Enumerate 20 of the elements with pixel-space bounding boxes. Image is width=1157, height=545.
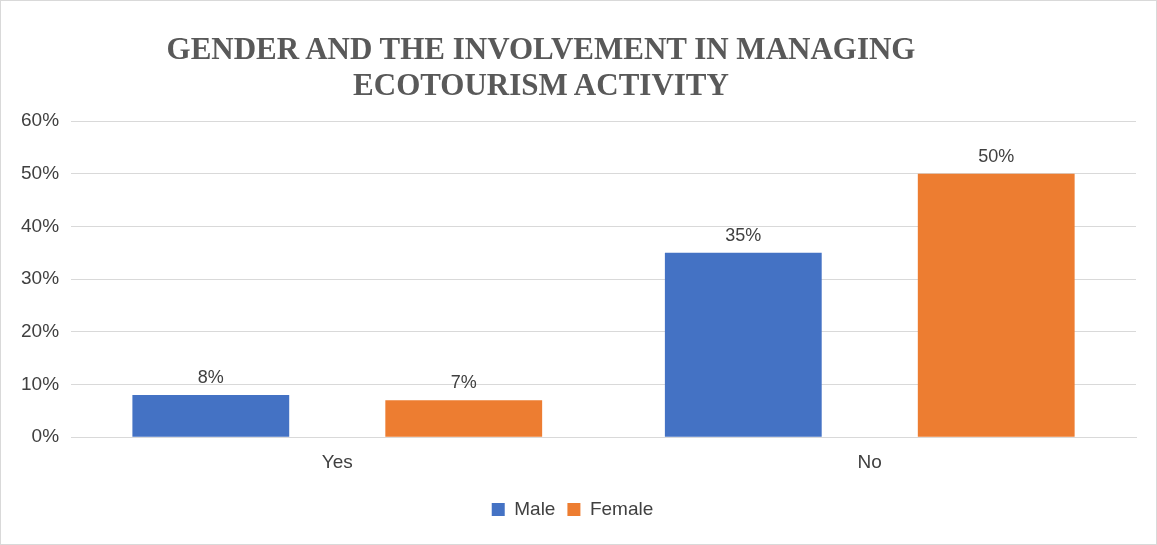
bar: [917, 173, 1075, 437]
chart-title: GENDER AND THE INVOLVEMENT IN MANAGING ECOTOURISM ACTIVITY: [165, 31, 917, 103]
bar: [664, 252, 822, 437]
y-tick-label: 20%: [21, 320, 60, 342]
y-tick-label: 40%: [21, 214, 60, 236]
legend-label: Male: [514, 497, 556, 519]
y-tick-label: 30%: [21, 267, 60, 289]
data-label: 7%: [450, 372, 477, 393]
y-tick-label: 10%: [21, 372, 60, 394]
y-tick-label: 60%: [21, 109, 60, 131]
bar: [385, 400, 543, 437]
data-label: 35%: [725, 224, 762, 245]
y-tick-label: 50%: [21, 161, 60, 183]
y-tick-label: 0%: [31, 425, 60, 447]
bar: [132, 395, 290, 437]
data-label: 8%: [197, 367, 224, 388]
x-tick-label: Yes: [321, 450, 353, 472]
legend-label: Female: [589, 497, 654, 519]
data-label: 50%: [978, 145, 1015, 166]
x-tick-label: No: [857, 450, 882, 472]
